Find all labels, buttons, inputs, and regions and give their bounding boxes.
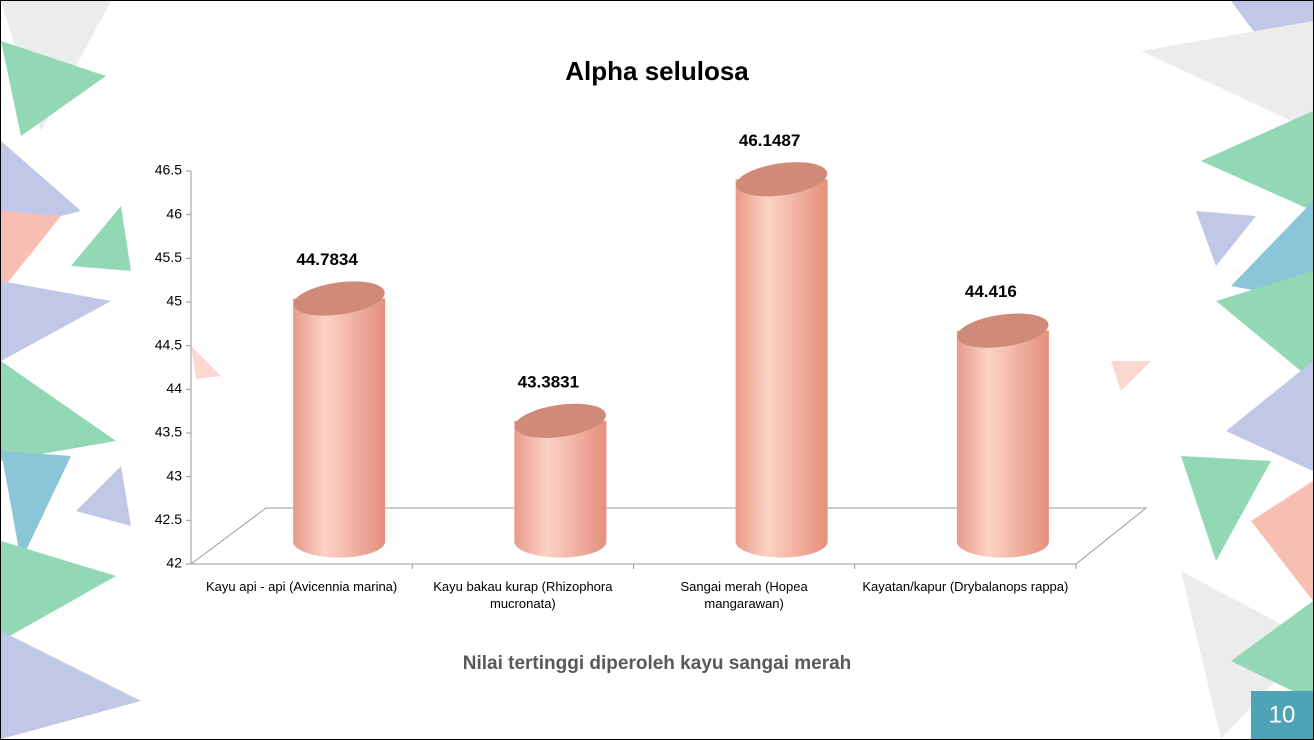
- y-tick-label: 46: [166, 205, 182, 221]
- data-label: 43.3831: [518, 372, 579, 391]
- plot-frame: [190, 507, 1148, 565]
- y-tick-label: 45: [166, 293, 182, 309]
- bar: [293, 298, 386, 558]
- y-tick-label: 45.5: [155, 249, 182, 265]
- bar-top: [514, 403, 606, 438]
- y-tick-label: 44.5: [155, 336, 182, 352]
- bar: [514, 420, 607, 558]
- slide-number-box: [1251, 691, 1313, 739]
- x-tick-label: Kayu api - api (Avicennia marina): [206, 579, 398, 594]
- bar: [735, 179, 828, 558]
- y-tick-label: 43: [166, 467, 182, 483]
- data-label: 44.7834: [296, 250, 358, 269]
- y-tick-label: 42: [166, 555, 182, 571]
- chart-title: Alpha selulosa: [565, 56, 749, 86]
- bar: [956, 330, 1049, 558]
- data-label: 46.1487: [739, 131, 800, 150]
- bar-top: [957, 313, 1049, 348]
- x-tick-label: Kayu bakau kurap (Rhizophora mucronata): [433, 579, 613, 611]
- y-tick-label: 42.5: [155, 511, 182, 527]
- y-tick-label: 44: [166, 380, 182, 396]
- bar-top: [736, 162, 828, 197]
- annotation: Nilai tertinggi diperoleh kayu sangai me…: [463, 653, 852, 674]
- x-tick-label: Sangai merah (Hopea mangarawan): [680, 579, 808, 611]
- y-tick-label: 43.5: [155, 424, 182, 440]
- slide-number: 10: [1269, 701, 1296, 728]
- x-tick-label: Kayatan/kapur (Drybalanops rappa): [862, 579, 1069, 594]
- y-tick-label: 46.5: [155, 162, 182, 178]
- data-label: 44.416: [965, 282, 1017, 301]
- bar-top: [293, 281, 385, 316]
